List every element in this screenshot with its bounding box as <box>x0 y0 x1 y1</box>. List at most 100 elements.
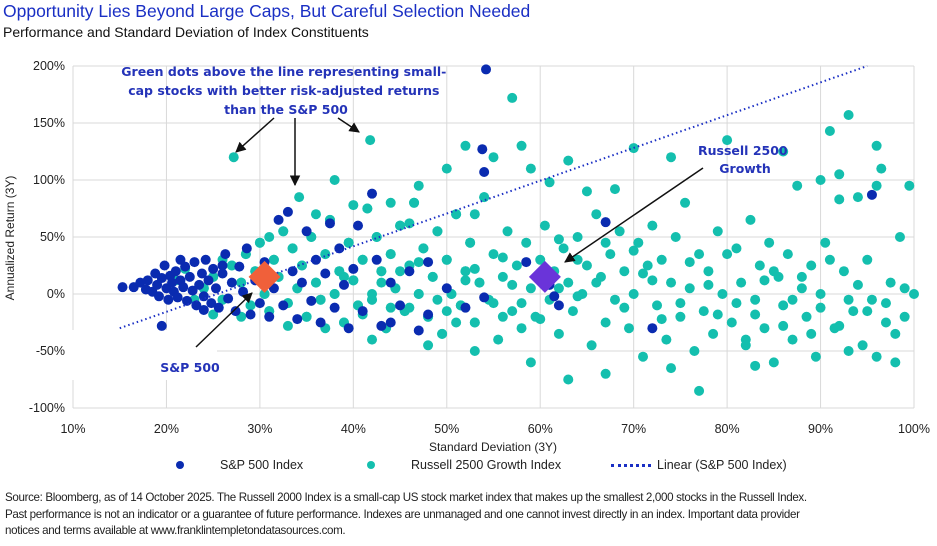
point-russell-2500-growth <box>848 306 859 317</box>
point-russell-2500-growth <box>310 209 321 220</box>
point-russell-2500-growth <box>600 368 611 379</box>
footnote-line-1: Source: Bloomberg, as of 14 October 2025… <box>5 491 807 504</box>
point-russell-2500-growth <box>469 209 480 220</box>
point-russell-2500-growth <box>750 360 761 371</box>
point-sp500 <box>376 320 387 331</box>
point-russell-2500-growth <box>661 334 672 345</box>
point-russell-2500-growth <box>750 309 761 320</box>
point-russell-2500-growth <box>722 135 733 146</box>
point-sp500 <box>254 298 265 309</box>
point-sp500 <box>477 144 488 155</box>
point-sp500 <box>273 214 284 225</box>
point-russell-2500-growth <box>479 192 490 203</box>
point-russell-2500-growth <box>245 300 256 311</box>
point-russell-2500-growth <box>507 92 518 103</box>
trendline-sp500 <box>119 65 868 330</box>
point-russell-2500-growth <box>451 209 462 220</box>
point-russell-2500-growth <box>694 249 705 260</box>
point-sp500 <box>385 277 396 288</box>
point-russell-2500-growth <box>689 346 700 356</box>
point-sp500 <box>553 300 564 311</box>
x-tick-label: 70% <box>621 422 646 436</box>
point-russell-2500-growth <box>614 226 625 237</box>
point-sp500 <box>220 249 231 260</box>
point-russell-2500-growth <box>904 180 915 191</box>
point-sp500 <box>213 302 224 313</box>
point-russell-2500-growth <box>623 323 634 334</box>
point-russell-2500-growth <box>507 306 518 317</box>
point-russell-2500-growth <box>806 260 817 271</box>
point-russell-2500-growth <box>502 226 513 237</box>
series-russell-2500-growth <box>170 92 919 396</box>
point-russell-2500-growth <box>525 163 536 174</box>
point-russell-2500-growth <box>591 209 602 220</box>
point-russell-2500-growth <box>413 257 424 268</box>
point-russell-2500-growth <box>731 243 742 254</box>
point-sp500 <box>117 282 128 293</box>
point-russell-2500-growth <box>890 328 901 339</box>
point-sp500 <box>481 64 492 75</box>
point-russell-2500-growth <box>357 254 368 265</box>
point-russell-2500-growth <box>535 254 546 265</box>
y-axis-title: Annualized Return (3Y) <box>3 176 17 301</box>
point-russell-2500-growth <box>581 186 592 197</box>
point-russell-2500-growth <box>838 266 849 277</box>
point-russell-2500-growth <box>810 351 821 362</box>
point-sp500 <box>175 254 186 265</box>
point-sp500 <box>292 314 303 325</box>
point-russell-2500-growth <box>600 317 611 328</box>
y-axis-ticks: -100% -50% 0% 50% 100% 150% 200% <box>29 59 65 415</box>
point-russell-2500-growth <box>441 254 452 265</box>
point-russell-2500-growth <box>806 328 817 339</box>
point-russell-2500-growth <box>731 298 742 309</box>
point-sp500 <box>404 266 415 277</box>
point-russell-2500-growth <box>320 249 331 260</box>
point-russell-2500-growth <box>857 340 868 351</box>
index-markers <box>248 260 561 293</box>
point-russell-2500-growth <box>423 340 434 351</box>
point-russell-2500-growth <box>843 294 854 305</box>
arrow-to-r2500g <box>564 167 704 263</box>
point-russell-2500-growth <box>703 279 714 290</box>
point-russell-2500-growth <box>544 177 555 188</box>
point-russell-2500-growth <box>666 152 677 163</box>
point-russell-2500-growth <box>376 277 387 288</box>
annotation-green-dots-line3: than the S&P 500 <box>224 102 348 117</box>
point-russell-2500-growth <box>451 317 462 328</box>
annotation-russell-2500-growth: Russell 2500 Growth <box>698 143 792 176</box>
y-tick-label: 150% <box>33 116 65 130</box>
point-sp500 <box>167 277 178 288</box>
point-russell-2500-growth <box>740 334 751 345</box>
x-axis-title: Standard Deviation (3Y) <box>429 440 557 454</box>
point-russell-2500-growth <box>712 309 723 320</box>
point-sp500 <box>264 311 275 322</box>
point-russell-2500-growth <box>843 110 854 121</box>
point-russell-2500-growth <box>909 289 919 299</box>
legend-dot-sp500 <box>176 461 184 469</box>
point-russell-2500-growth <box>852 279 863 290</box>
legend-item-r2500g: Russell 2500 Growth Index <box>367 458 561 472</box>
point-russell-2500-growth <box>460 266 471 277</box>
point-russell-2500-growth <box>572 291 583 302</box>
point-russell-2500-growth <box>432 226 443 237</box>
point-russell-2500-growth <box>334 266 345 277</box>
point-russell-2500-growth <box>488 152 499 163</box>
point-russell-2500-growth <box>362 203 373 214</box>
point-sp500 <box>353 220 364 231</box>
point-russell-2500-growth <box>385 302 396 313</box>
point-russell-2500-growth <box>890 357 901 368</box>
point-russell-2500-growth <box>600 237 611 248</box>
point-russell-2500-growth <box>642 260 653 271</box>
arrow-to-dot-3 <box>337 117 360 133</box>
annotation-sp500: S&P 500 <box>160 360 220 375</box>
point-russell-2500-growth <box>296 260 307 271</box>
point-sp500 <box>296 277 307 288</box>
point-sp500 <box>245 309 256 320</box>
legend-dot-r2500g <box>367 461 375 469</box>
point-sp500 <box>153 291 164 302</box>
point-russell-2500-growth <box>698 306 709 317</box>
x-tick-label: 90% <box>808 422 833 436</box>
point-russell-2500-growth <box>628 289 639 299</box>
point-russell-2500-growth <box>409 197 420 208</box>
point-russell-2500-growth <box>572 232 583 242</box>
